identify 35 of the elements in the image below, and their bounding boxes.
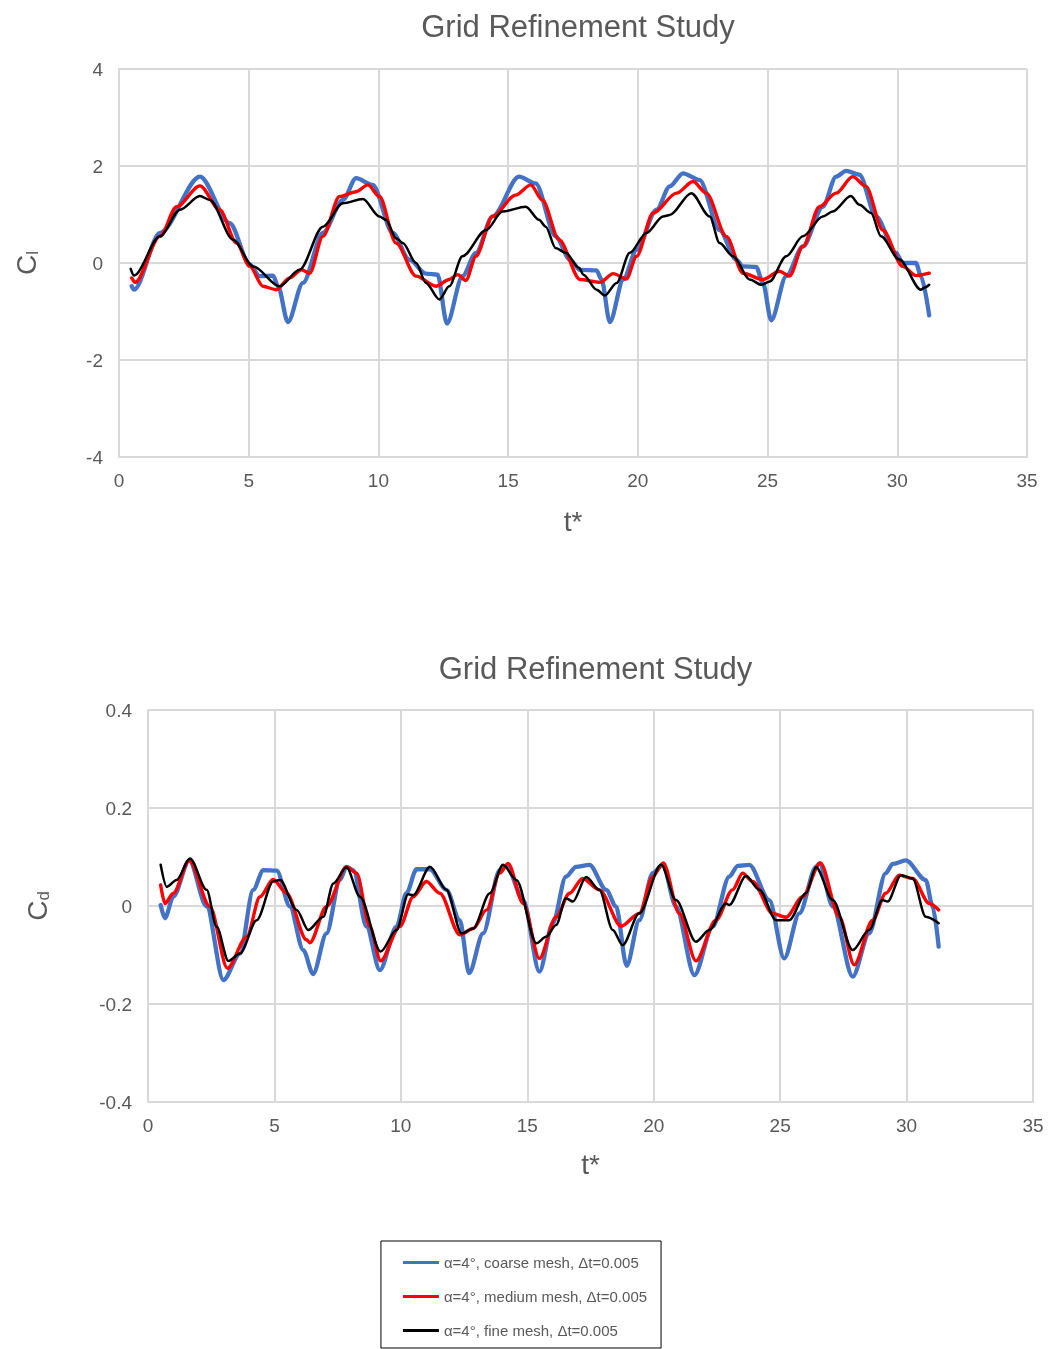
x-tick-label: 15: [516, 1115, 538, 1136]
x-tick-label: 30: [886, 470, 908, 491]
x-tick-label: 35: [1016, 470, 1038, 491]
y-tick-label: 0: [121, 895, 132, 917]
legend-label: α=4°, coarse mesh, Δt=0.005: [443, 1254, 639, 1271]
y-tick-label: 0.2: [105, 797, 132, 819]
y-tick-label: -0.2: [99, 993, 132, 1015]
x-tick-label: 5: [269, 1115, 280, 1136]
y-tick-label: 2: [92, 155, 103, 177]
y-axis-title: Cl: [10, 251, 42, 275]
y-tick-label: -2: [86, 349, 103, 371]
x-axis-title: t*: [581, 1148, 600, 1180]
y-axis-title: Cd: [21, 891, 53, 921]
chart-title: Grid Refinement Study: [438, 651, 753, 686]
x-tick-label: 25: [769, 1115, 791, 1136]
y-tick-label: 0.4: [105, 699, 133, 721]
y-tick-label: -4: [86, 446, 104, 468]
legend-label: α=4°, medium mesh, Δt=0.005: [443, 1288, 648, 1305]
x-tick-label: 30: [896, 1115, 918, 1136]
line-series: [129, 191, 931, 301]
x-tick-label: 20: [643, 1115, 665, 1136]
y-tick-label: -0.4: [99, 1091, 133, 1113]
x-axis-title: t*: [563, 505, 583, 537]
x-tick-label: 25: [757, 470, 779, 491]
x-tick-label: 35: [1022, 1115, 1044, 1136]
x-tick-label: 5: [243, 470, 254, 491]
x-tick-label: 15: [497, 470, 519, 491]
x-tick-label: 0: [142, 1115, 154, 1136]
y-tick-label: 4: [92, 58, 104, 80]
y-tick-label: 0: [92, 252, 103, 274]
x-tick-label: 20: [627, 470, 649, 491]
x-tick-label: 10: [367, 470, 389, 491]
chart-title: Grid Refinement Study: [421, 9, 736, 44]
x-tick-label: 10: [390, 1115, 412, 1136]
legend-label: α=4°, fine mesh, Δt=0.005: [443, 1322, 618, 1339]
